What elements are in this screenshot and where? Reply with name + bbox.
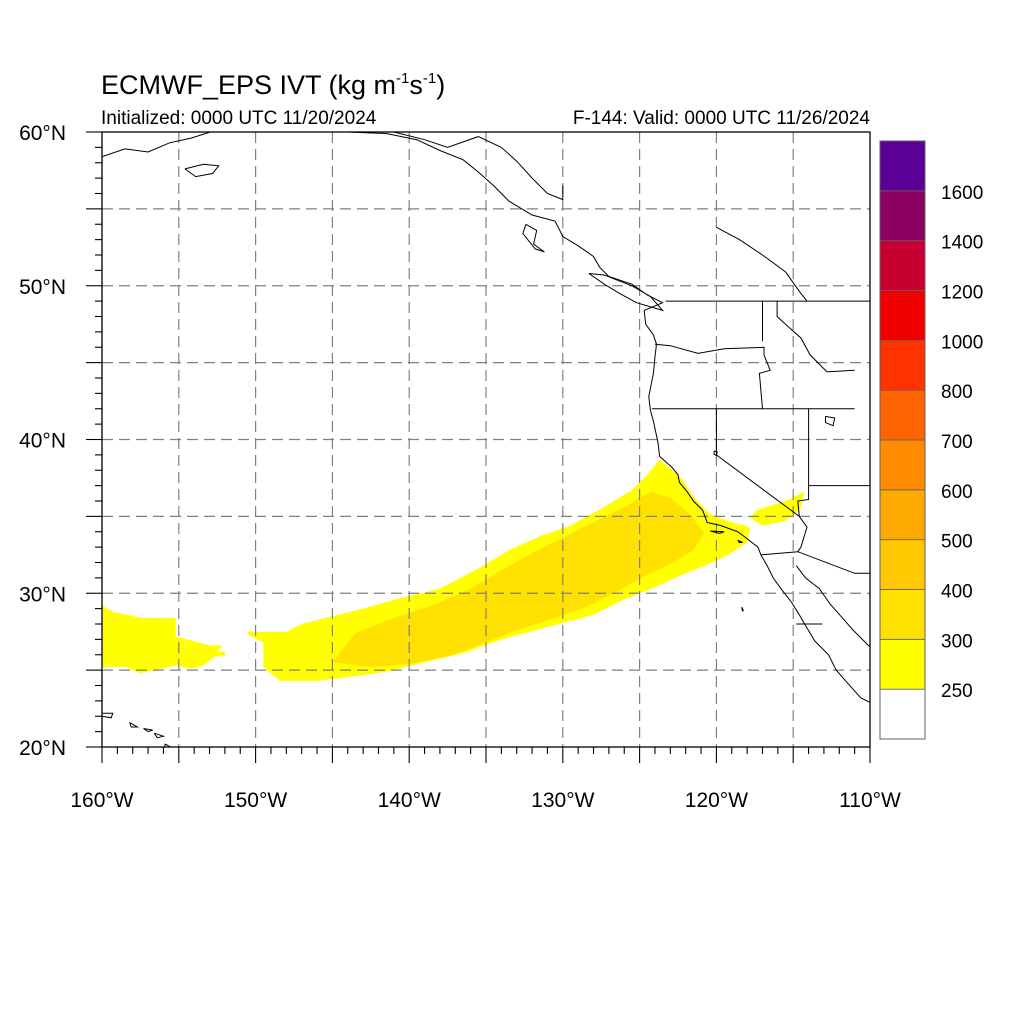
boundary-line	[713, 450, 718, 457]
y-tick-label: 50°N	[19, 276, 66, 299]
boundary-line	[129, 721, 140, 728]
title-unit-s: s	[409, 70, 423, 100]
ivt-region-250-300-3	[750, 491, 804, 526]
boundary-line	[776, 301, 855, 373]
boundary-line	[795, 565, 870, 648]
ivt-region-250-300-0	[102, 605, 222, 674]
colorbar-segment	[879, 190, 926, 242]
title-text: ECMWF_EPS IVT (kg m	[101, 70, 397, 100]
axis-ticks	[86, 131, 871, 763]
colorbar-label: 1400	[941, 233, 983, 254]
colorbar-segment	[879, 539, 926, 590]
colorbar-outline	[879, 140, 926, 740]
initialized-label: Initialized: 0000 UTC 11/20/2024	[101, 108, 377, 129]
colorbar-label: 600	[941, 482, 973, 503]
boundary-line	[255, 132, 870, 703]
x-tick-label: 130°W	[531, 789, 594, 812]
boundary-line	[737, 539, 743, 543]
title-exponent-1: -1	[396, 70, 410, 87]
boundary-line	[825, 415, 836, 427]
boundary-line	[102, 132, 213, 158]
colorbar-label: 800	[941, 382, 973, 403]
x-tick-label: 160°W	[70, 789, 133, 812]
y-tick-label: 30°N	[19, 583, 66, 606]
x-tick-label: 120°W	[685, 789, 748, 812]
colorbar-label: 300	[941, 631, 973, 652]
colorbar-label: 700	[941, 432, 973, 453]
boundary-line	[393, 132, 564, 201]
colorbar-label: 1600	[941, 183, 983, 204]
boundary-line	[715, 408, 800, 517]
boundary-line	[797, 408, 810, 517]
x-tick-label: 150°W	[224, 789, 287, 812]
colorbar-segment	[879, 290, 926, 341]
boundary-line	[654, 343, 771, 409]
boundary-line	[522, 223, 545, 253]
axis-labels: 160°W 150°W 140°W 130°W 120°W 110°W 20°N 30°N 40…	[19, 122, 901, 812]
title-exponent-2: -1	[422, 70, 437, 87]
boundary-line	[153, 732, 166, 739]
colorbar-segment	[879, 589, 926, 640]
boundary-line	[710, 530, 725, 534]
colorbar-segment	[879, 489, 926, 541]
colorbar-segment	[879, 339, 926, 391]
boundary-line	[716, 226, 808, 302]
map-title: ECMWF_EPS IVT (kg m-1s-1)	[101, 70, 445, 101]
x-tick-label: 140°W	[378, 789, 441, 812]
valid-time-label: F-144: Valid: 0000 UTC 11/26/2024	[572, 108, 870, 129]
y-tick-label: 20°N	[19, 737, 66, 760]
colorbar: 250 300 400 500 600 700 800 1000 1200 1400 1600	[879, 140, 983, 740]
colorbar-label: 400	[941, 582, 973, 603]
colorbar-segment	[879, 240, 926, 291]
y-tick-label: 60°N	[19, 122, 66, 145]
colorbar-label: 250	[941, 681, 973, 702]
colorbar-label: 1200	[941, 283, 983, 304]
boundary-line	[760, 551, 870, 574]
coastline-layer	[102, 132, 870, 747]
colorbar-label: 500	[941, 532, 973, 553]
colorbar-segment	[879, 688, 926, 740]
colorbar-label: 1000	[941, 332, 983, 353]
colorbar-segment	[879, 439, 926, 491]
colorbar-segment	[879, 140, 926, 192]
boundary-line	[184, 163, 220, 178]
ivt-region-250-300-5	[673, 491, 680, 498]
colorbar-segment	[879, 638, 926, 690]
graticule	[102, 132, 870, 747]
y-tick-label: 40°N	[19, 430, 66, 453]
boundary-line	[164, 743, 172, 747]
boundary-line	[741, 606, 744, 612]
boundary-line	[102, 712, 114, 719]
ivt-region-250-300-4	[215, 651, 225, 657]
title-close-paren: )	[436, 70, 446, 100]
ivt-fill-layer	[102, 459, 804, 681]
ivt-region-300-400-2	[332, 491, 705, 667]
x-tick-label: 110°W	[839, 789, 901, 812]
boundary-line	[143, 728, 153, 733]
boundary-line	[797, 516, 808, 552]
colorbar-segment	[879, 389, 926, 441]
boundary-line	[588, 273, 665, 312]
